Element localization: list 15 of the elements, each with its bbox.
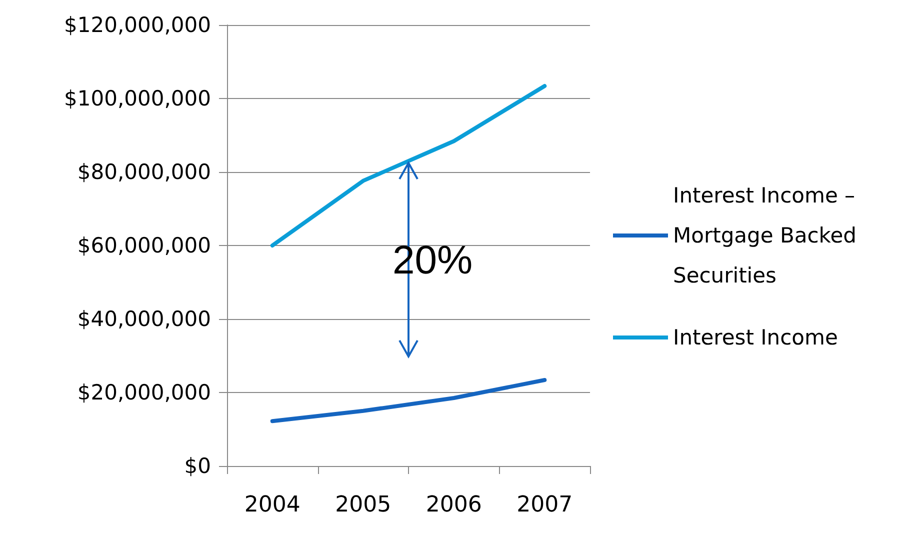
y-tick-label: $60,000,000 bbox=[77, 234, 211, 258]
y-tick-label: $100,000,000 bbox=[64, 86, 211, 110]
y-tick-label: $80,000,000 bbox=[77, 160, 211, 184]
y-tick-label: $20,000,000 bbox=[77, 380, 211, 404]
x-tick-label: 2006 bbox=[426, 492, 482, 518]
line-series bbox=[270, 378, 547, 424]
y-tick-label: $40,000,000 bbox=[77, 307, 211, 331]
x-tick-label: 2007 bbox=[516, 492, 573, 518]
y-tick-label: $120,000,000 bbox=[64, 13, 211, 37]
x-tick-label: 2004 bbox=[244, 492, 300, 518]
x-tick-label: 2005 bbox=[335, 492, 392, 518]
y-tick-label: $0 bbox=[184, 454, 211, 478]
legend-label: Interest Income – Mortgage Backed Securities bbox=[673, 184, 864, 288]
legend-label: Interest Income bbox=[673, 326, 838, 350]
line-series bbox=[270, 84, 547, 248]
